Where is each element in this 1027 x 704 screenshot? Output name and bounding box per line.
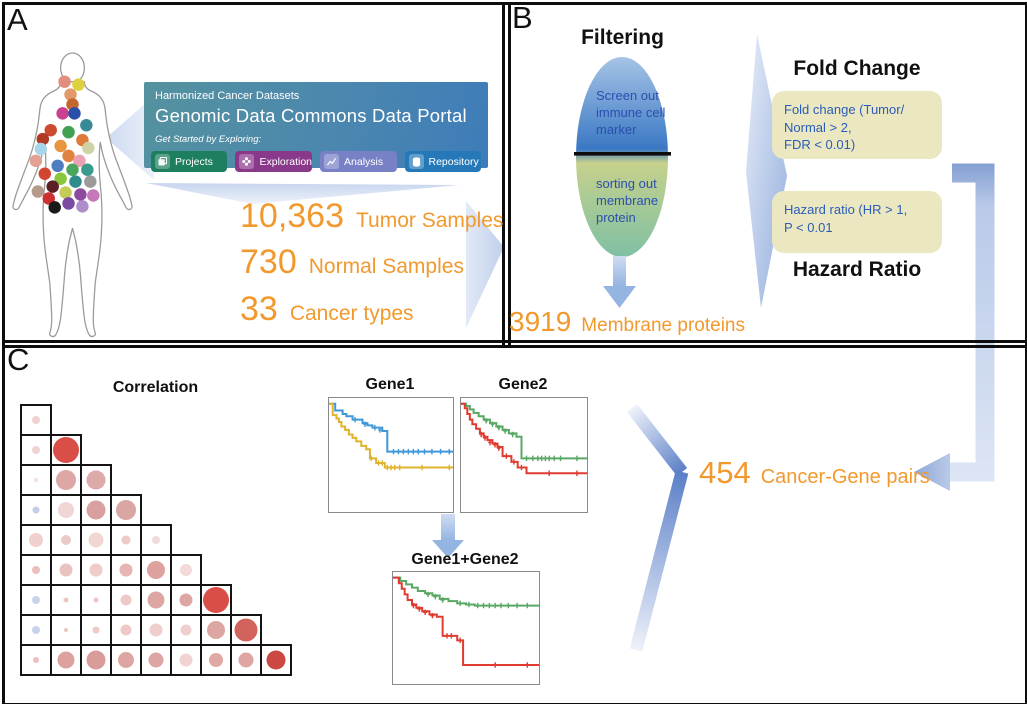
membrane-proteins-result: 3919 Membrane proteins bbox=[509, 306, 745, 338]
funnel-top-text: Screen out immune cell marker bbox=[596, 88, 666, 137]
funnel-divider-line bbox=[574, 152, 671, 156]
repository-button-label: Repository bbox=[428, 155, 479, 168]
km-combine-down-arrow bbox=[441, 514, 455, 540]
hazard-ratio-heading: Hazard Ratio bbox=[792, 258, 922, 281]
funnel-bottom-text: sorting out membrane protein bbox=[596, 176, 659, 225]
gene1-title: Gene1 bbox=[365, 376, 415, 393]
gene2-km-plot bbox=[460, 397, 588, 513]
analysis-button-label: Analysis bbox=[344, 155, 384, 168]
analysis-icon bbox=[324, 154, 340, 169]
membrane-count-value: 3919 bbox=[509, 306, 572, 337]
fold-change-heading: Fold Change bbox=[793, 57, 921, 80]
banner-title: Genomic Data Commons Data Portal bbox=[155, 105, 467, 126]
banner-subtitle: Get Started by Exploring: bbox=[155, 134, 262, 145]
stat-label: Normal Samples bbox=[308, 255, 464, 279]
filtering-funnel-ellipse bbox=[576, 57, 668, 257]
correlation-heading: Correlation bbox=[112, 379, 199, 396]
exploration-button-label: Exploration bbox=[259, 155, 313, 168]
stat-value: 10,363 bbox=[240, 197, 344, 235]
stat-normal-samples: 730 Normal Samples bbox=[240, 243, 503, 282]
funnel-down-arrowhead bbox=[603, 286, 636, 308]
cancer-type-dots bbox=[29, 75, 100, 214]
stat-cancer-types: 33 Cancer types bbox=[240, 289, 503, 328]
arrow-km-to-pairs-upper bbox=[626, 403, 688, 477]
arrow-criteria-to-pairs bbox=[950, 163, 995, 482]
filtering-heading: Filtering bbox=[581, 26, 664, 49]
arrow-banner-to-body bbox=[106, 96, 154, 180]
human-body-figure bbox=[12, 52, 133, 338]
arrow-criteria-to-pairs-head bbox=[914, 453, 950, 491]
banner-button-row: Projects Exploration Analysis Repository bbox=[151, 151, 481, 172]
panel-b-label: B bbox=[512, 0, 533, 35]
exploration-button[interactable]: Exploration bbox=[235, 151, 313, 172]
pairs-count-label: Cancer-Gene pairs bbox=[760, 466, 930, 488]
hazard-ratio-criteria-box: Hazard ratio (HR > 1, P < 0.01 bbox=[772, 191, 942, 253]
gene1-gene2-title: Gene1+Gene2 bbox=[411, 551, 519, 568]
banner-kicker: Harmonized Cancer Datasets bbox=[155, 90, 300, 102]
repository-icon bbox=[408, 154, 424, 169]
gene2-title: Gene2 bbox=[498, 376, 548, 393]
correlation-bubble-matrix bbox=[20, 404, 292, 676]
panel-c-label: C bbox=[7, 342, 30, 377]
stat-label: Cancer types bbox=[289, 301, 414, 325]
gene1-gene2-km-plot bbox=[392, 571, 540, 685]
stat-label: Tumor Samples bbox=[356, 209, 504, 232]
gdc-portal-banner: Harmonized Cancer Datasets Genomic Data … bbox=[144, 82, 488, 172]
projects-icon bbox=[155, 154, 170, 169]
repository-button[interactable]: Repository bbox=[404, 151, 481, 172]
gene1-km-plot bbox=[328, 397, 454, 513]
arrow-stats-to-panel-b bbox=[466, 201, 504, 328]
cancer-gene-pairs-result: 454 Cancer-Gene pairs bbox=[699, 455, 930, 491]
fold-change-criteria-box: Fold change (Tumor/ Normal > 2, FDR < 0.… bbox=[772, 91, 942, 159]
funnel-down-arrow bbox=[613, 256, 626, 286]
pairs-count-value: 454 bbox=[699, 455, 751, 490]
stat-value: 730 bbox=[240, 243, 297, 282]
stat-tumor-samples: 10,363 Tumor Samples bbox=[240, 197, 504, 235]
stat-value: 33 bbox=[240, 289, 278, 328]
panel-a-label: A bbox=[7, 2, 28, 37]
km-combine-down-arrowhead bbox=[432, 540, 464, 558]
projects-button[interactable]: Projects bbox=[151, 151, 228, 172]
analysis-button[interactable]: Analysis bbox=[320, 151, 397, 172]
membrane-count-label: Membrane proteins bbox=[581, 315, 745, 336]
arrow-banner-to-stats bbox=[146, 183, 459, 204]
dataset-stats: 10,363 Tumor Samples 730 Normal Samples … bbox=[240, 197, 504, 337]
exploration-icon bbox=[239, 154, 255, 169]
projects-button-label: Projects bbox=[175, 155, 213, 168]
arrow-km-to-pairs-lower bbox=[629, 470, 689, 652]
arrow-filtering-to-criteria bbox=[746, 34, 787, 308]
